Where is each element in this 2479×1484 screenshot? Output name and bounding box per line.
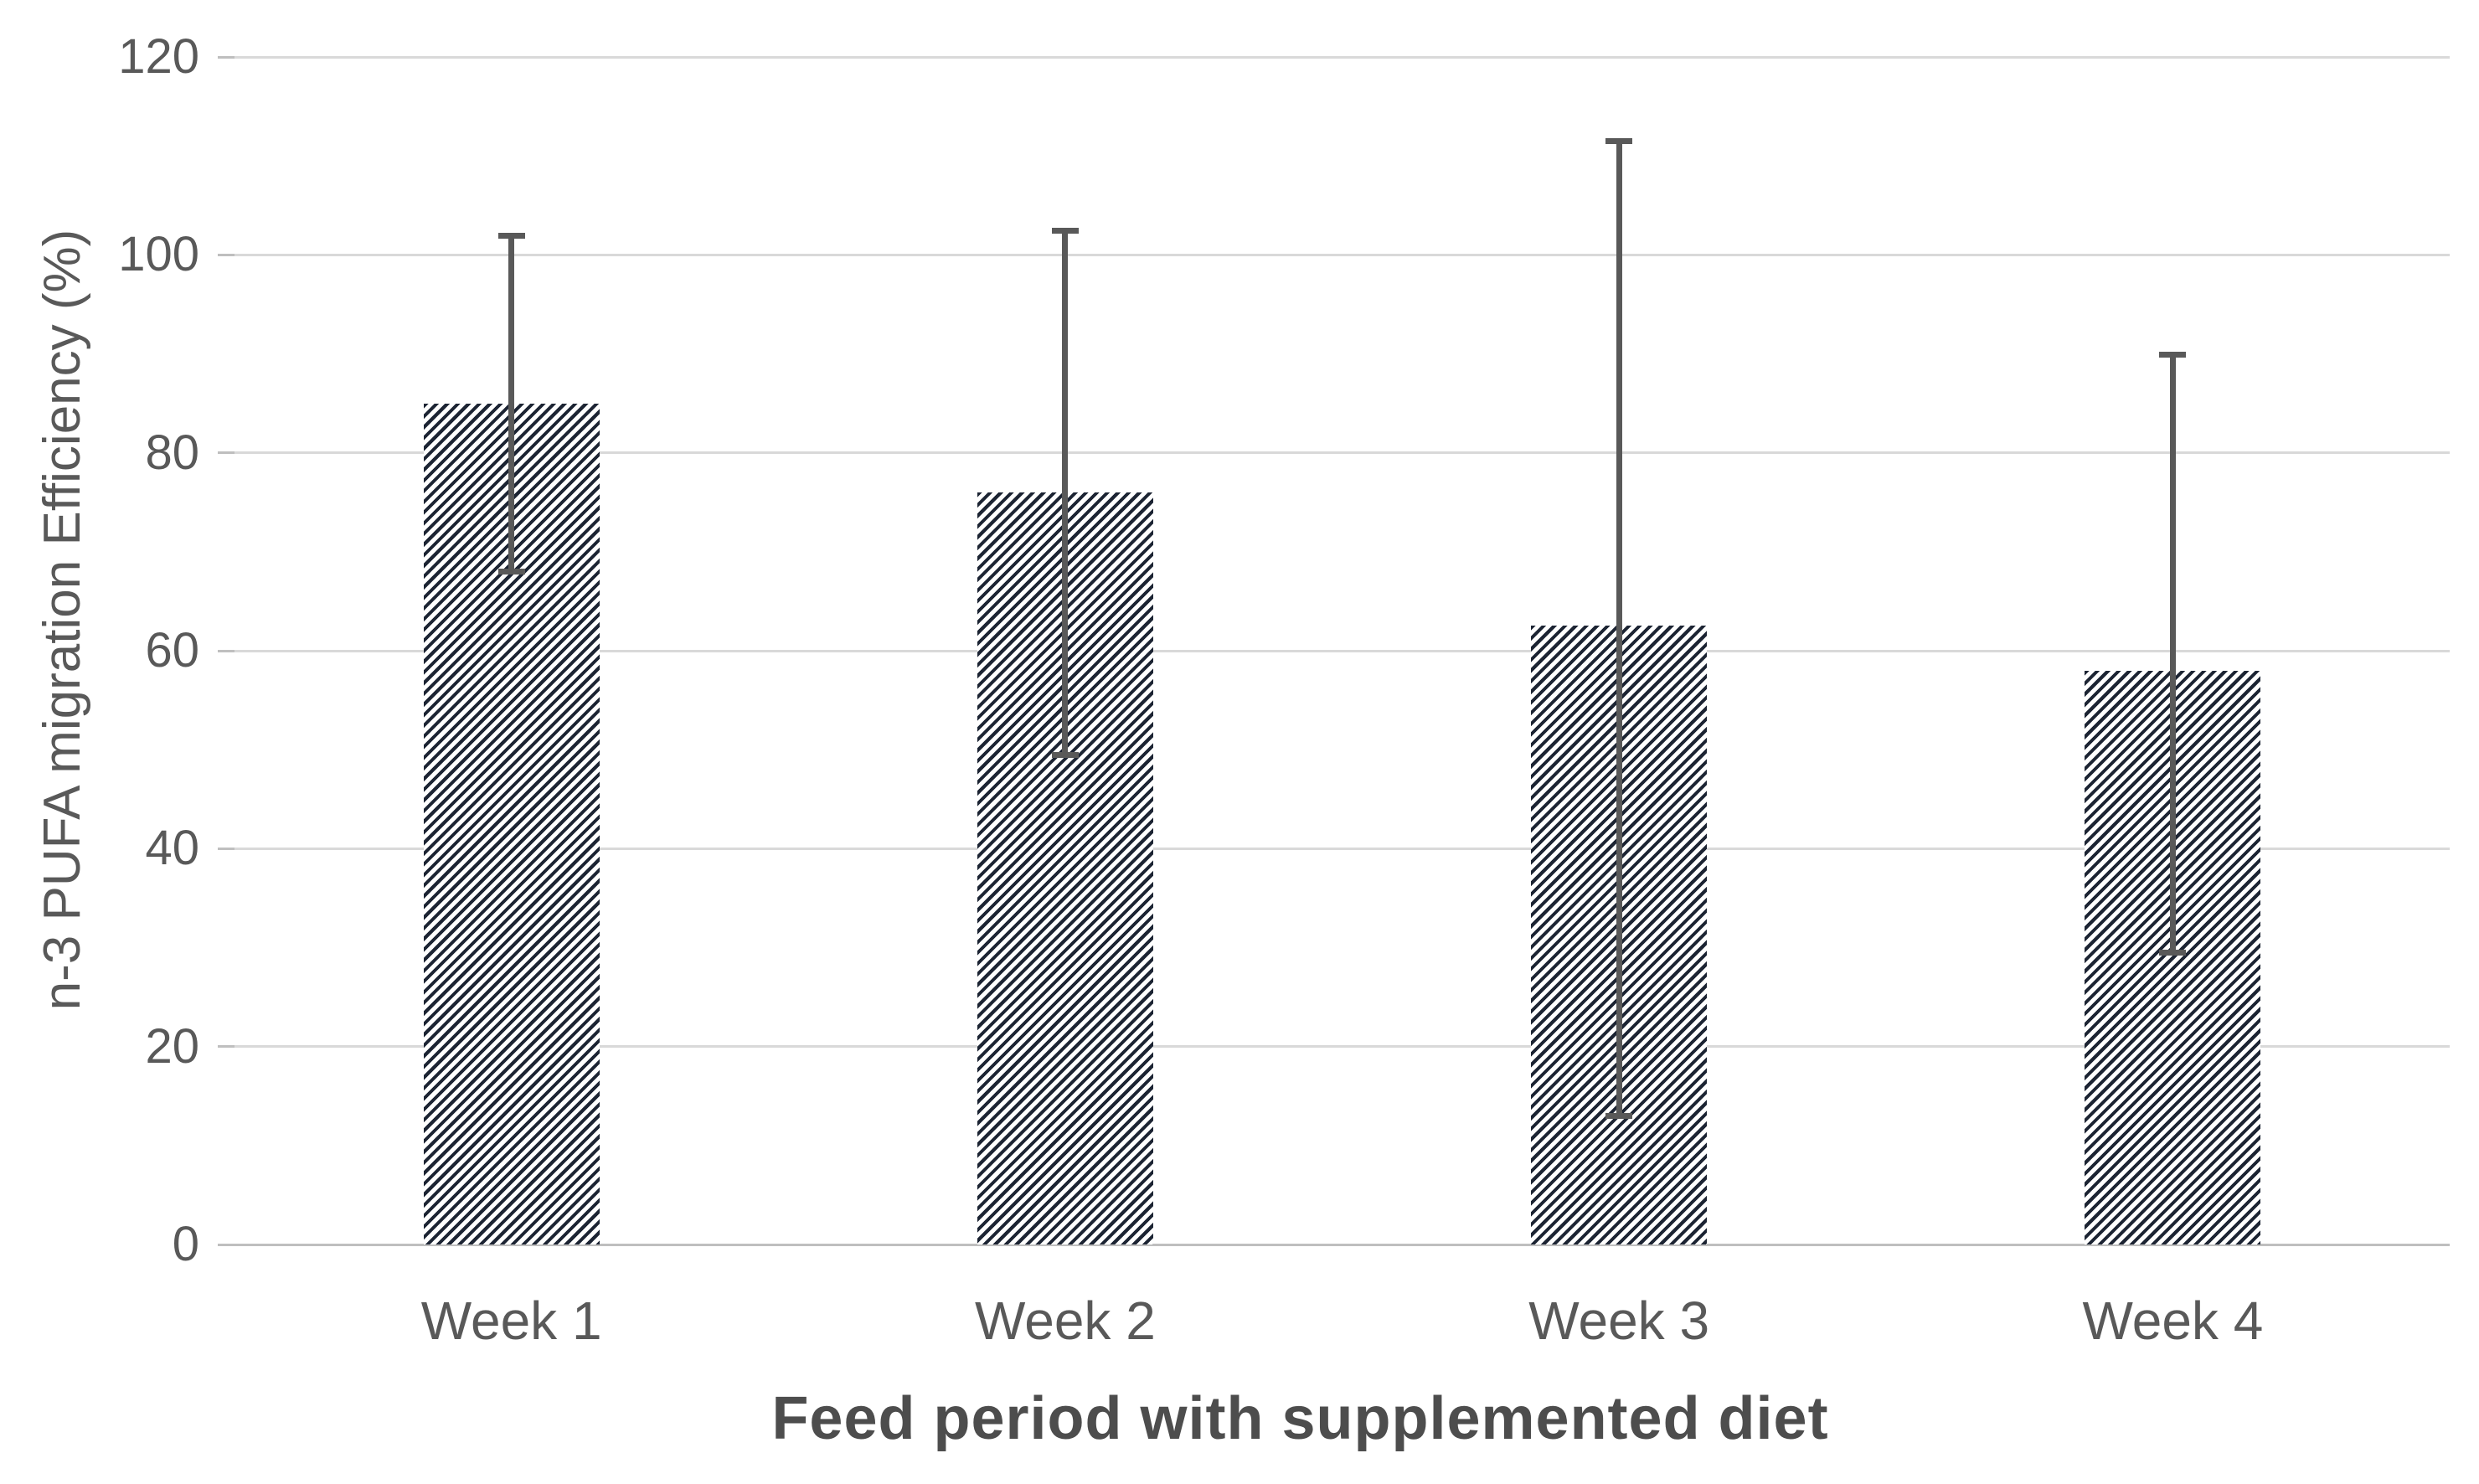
y-tick-label: 60 xyxy=(145,623,199,678)
y-axis-tick xyxy=(218,1243,234,1246)
x-tick-label: Week 4 xyxy=(2082,1291,2264,1351)
y-axis-tick xyxy=(218,253,234,256)
y-tick-label: 120 xyxy=(118,29,199,84)
error-bar-line xyxy=(508,234,515,572)
bar-week-4 xyxy=(2085,670,2261,1244)
x-tick-label: Week 2 xyxy=(974,1291,1156,1351)
y-tick-label: 100 xyxy=(118,227,199,282)
error-bar-cap-top xyxy=(1051,227,1079,234)
gridline xyxy=(234,253,2450,256)
error-bar-cap-top xyxy=(497,232,525,239)
error-bar-line xyxy=(2169,353,2176,953)
error-bar-line xyxy=(1616,141,1622,1116)
y-tick-label: 0 xyxy=(172,1217,199,1271)
error-bar-cap-bottom xyxy=(1051,752,1079,759)
gridline xyxy=(234,649,2450,652)
y-axis-tick xyxy=(218,847,234,850)
gridline xyxy=(234,1045,2450,1049)
error-bar-cap-top xyxy=(2159,351,2187,358)
y-axis-tick xyxy=(218,55,234,59)
x-axis-title: Feed period with supplemented diet xyxy=(771,1385,1829,1452)
y-tick-label: 80 xyxy=(145,425,199,480)
x-tick-label: Week 1 xyxy=(420,1291,602,1351)
bar-week-1 xyxy=(423,403,600,1244)
x-axis-baseline xyxy=(234,1243,2450,1246)
gridline xyxy=(234,847,2450,850)
y-axis-tick xyxy=(218,451,234,455)
error-bar-line xyxy=(1062,229,1069,755)
error-bar-cap-bottom xyxy=(497,569,525,575)
y-axis-tick xyxy=(218,1045,234,1049)
x-tick-label: Week 3 xyxy=(1528,1291,1710,1351)
y-tick-label: 20 xyxy=(145,1018,199,1074)
gridline xyxy=(234,451,2450,455)
y-tick-label: 40 xyxy=(145,821,199,876)
y-axis-tick xyxy=(218,649,234,652)
error-bar-cap-bottom xyxy=(1605,1113,1633,1120)
error-bar-cap-bottom xyxy=(2159,950,2187,956)
error-bar-cap-top xyxy=(1605,138,1633,145)
gridline xyxy=(234,55,2450,59)
